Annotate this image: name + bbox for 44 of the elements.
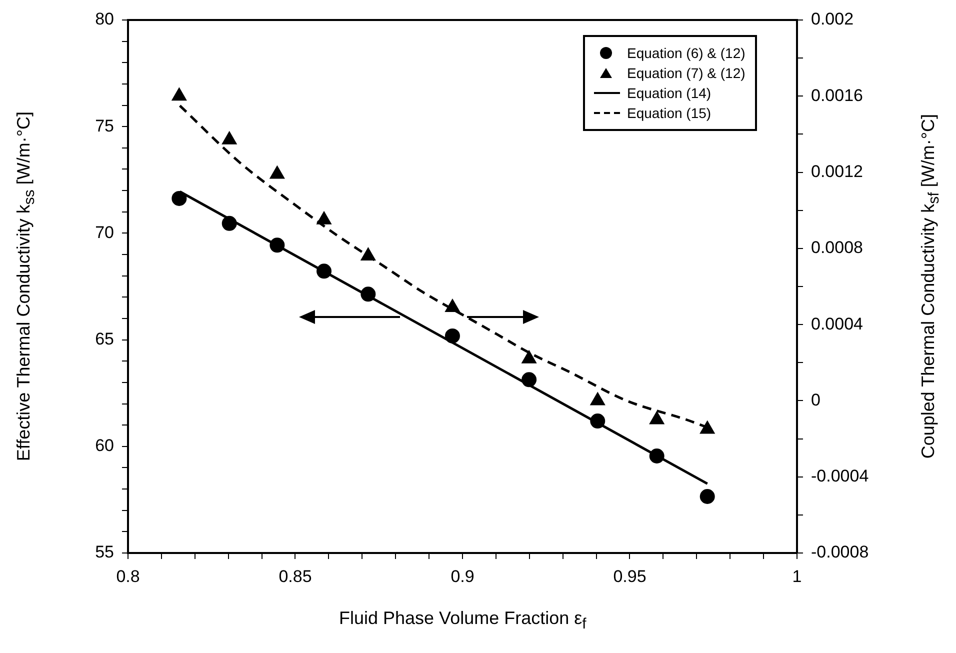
point xyxy=(649,411,664,424)
legend-label: Equation (15) xyxy=(627,104,712,123)
point xyxy=(700,420,715,434)
point xyxy=(445,298,460,312)
x-tick-label: 0.95 xyxy=(613,566,646,586)
y2-tick-label: -0.0008 xyxy=(811,542,869,562)
point xyxy=(590,392,606,406)
point xyxy=(222,131,237,144)
x-tick-label: 0.9 xyxy=(450,566,474,586)
point xyxy=(270,166,285,179)
y-tick-label: 70 xyxy=(95,222,114,242)
point xyxy=(522,350,536,364)
legend-label: Equation (6) & (12) xyxy=(627,44,746,63)
x-axis-title: Fluid Phase Volume Fraction ε$_{f}$ xyxy=(339,608,586,633)
point xyxy=(700,489,715,504)
point xyxy=(222,216,237,231)
point xyxy=(316,211,332,224)
y-tick-label: 65 xyxy=(95,329,114,348)
point xyxy=(172,88,187,101)
x-tick-label: 0.85 xyxy=(278,566,312,586)
y2-tick-label: 0 xyxy=(811,390,820,410)
y2-tick-label: 0.002 xyxy=(811,10,854,29)
y-tick-label: 75 xyxy=(95,116,114,136)
point xyxy=(270,238,285,253)
point xyxy=(360,248,376,261)
x-tick-label: 1 xyxy=(792,566,802,586)
point xyxy=(316,264,332,279)
y2-tick-label: 0.0012 xyxy=(811,162,863,181)
y2-tick-label: -0.0004 xyxy=(811,466,869,486)
y2-tick-label: 0.0004 xyxy=(811,314,863,334)
x-tick-label: 0.8 xyxy=(116,566,140,586)
point xyxy=(172,190,187,206)
point xyxy=(360,286,376,302)
y2-tick-label: 0.0008 xyxy=(811,238,863,258)
legend-label: Equation (7) & (12) xyxy=(627,64,746,83)
point xyxy=(444,328,460,344)
point xyxy=(590,414,606,429)
y-tick-label: 60 xyxy=(95,436,114,456)
y2-tick-label: 0.0016 xyxy=(811,86,863,105)
y-tick-label: 55 xyxy=(95,542,114,562)
point xyxy=(649,448,664,464)
legend-label: Equation (14) xyxy=(627,84,712,103)
y-tick-label: 80 xyxy=(95,10,114,29)
point xyxy=(522,372,537,388)
